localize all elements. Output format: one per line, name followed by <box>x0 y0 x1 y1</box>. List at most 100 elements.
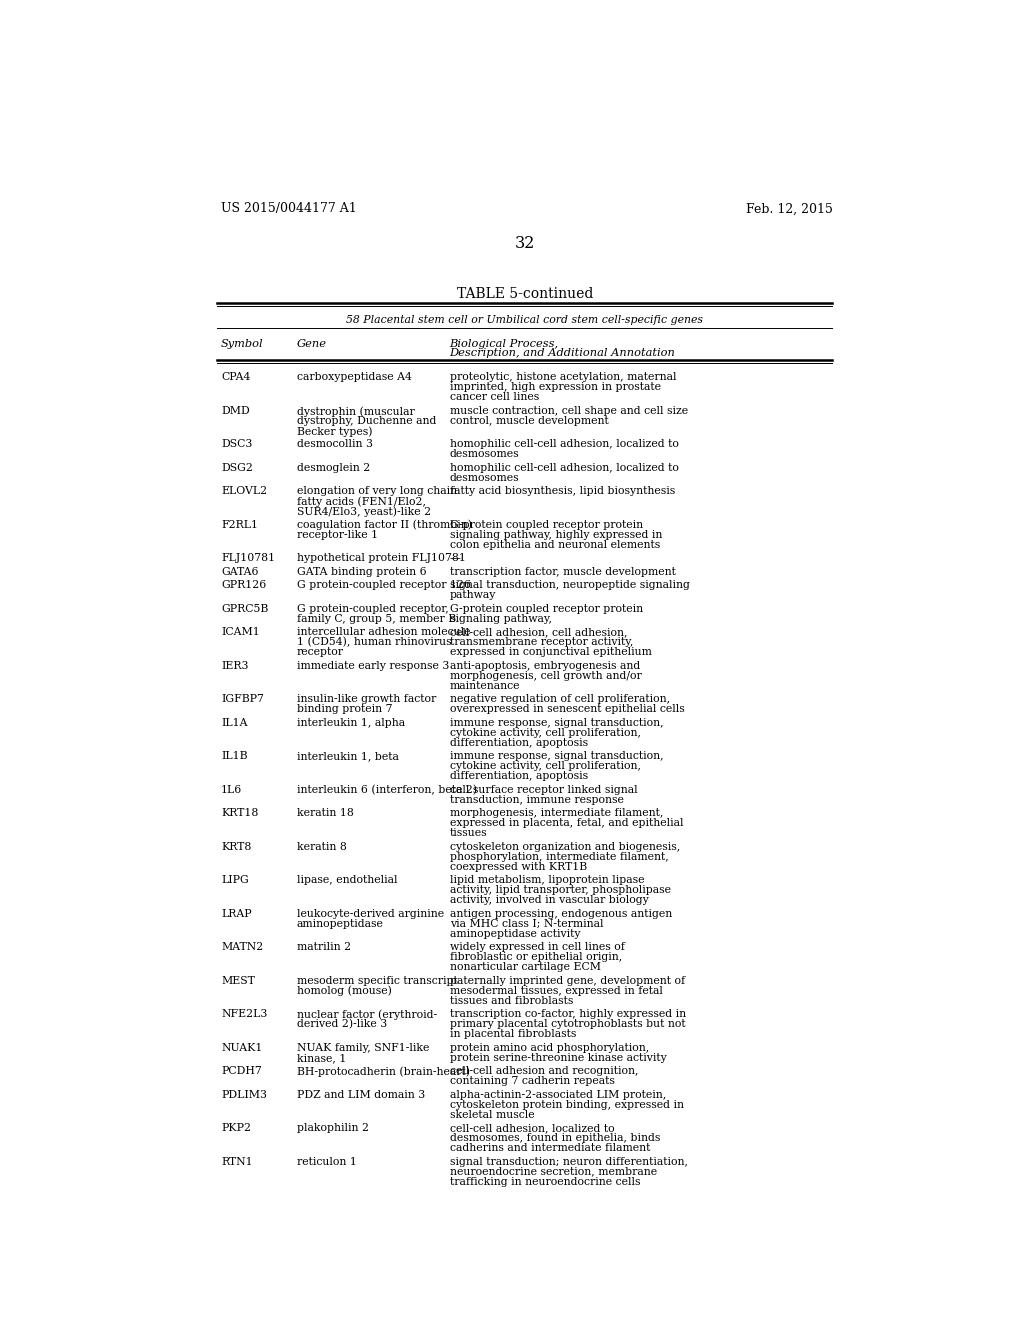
Text: desmosomes: desmosomes <box>450 473 519 483</box>
Text: PDLIM3: PDLIM3 <box>221 1090 267 1100</box>
Text: cytokine activity, cell proliferation,: cytokine activity, cell proliferation, <box>450 727 641 738</box>
Text: fatty acids (FEN1/Elo2,: fatty acids (FEN1/Elo2, <box>297 496 426 507</box>
Text: cadherins and intermediate filament: cadherins and intermediate filament <box>450 1143 650 1154</box>
Text: interleukin 1, beta: interleukin 1, beta <box>297 751 398 762</box>
Text: NUAK1: NUAK1 <box>221 1043 262 1053</box>
Text: keratin 18: keratin 18 <box>297 808 354 818</box>
Text: aminopeptidase: aminopeptidase <box>297 919 384 929</box>
Text: G-protein coupled receptor protein: G-protein coupled receptor protein <box>450 520 643 529</box>
Text: mesodermal tissues, expressed in fetal: mesodermal tissues, expressed in fetal <box>450 986 663 995</box>
Text: dystrophy, Duchenne and: dystrophy, Duchenne and <box>297 416 436 426</box>
Text: cell surface receptor linked signal: cell surface receptor linked signal <box>450 785 637 795</box>
Text: —: — <box>450 553 461 564</box>
Text: immune response, signal transduction,: immune response, signal transduction, <box>450 751 664 762</box>
Text: family C, group 5, member B: family C, group 5, member B <box>297 614 456 624</box>
Text: tissues and fibroblasts: tissues and fibroblasts <box>450 995 573 1006</box>
Text: fatty acid biosynthesis, lipid biosynthesis: fatty acid biosynthesis, lipid biosynthe… <box>450 487 675 496</box>
Text: immediate early response 3: immediate early response 3 <box>297 661 450 671</box>
Text: elongation of very long chain: elongation of very long chain <box>297 487 457 496</box>
Text: 32: 32 <box>515 235 535 252</box>
Text: plakophilin 2: plakophilin 2 <box>297 1123 369 1133</box>
Text: homophilic cell-cell adhesion, localized to: homophilic cell-cell adhesion, localized… <box>450 440 679 449</box>
Text: CPA4: CPA4 <box>221 372 251 383</box>
Text: LIPG: LIPG <box>221 875 249 886</box>
Text: homophilic cell-cell adhesion, localized to: homophilic cell-cell adhesion, localized… <box>450 463 679 473</box>
Text: KRT8: KRT8 <box>221 842 251 851</box>
Text: PCDH7: PCDH7 <box>221 1067 262 1076</box>
Text: ICAM1: ICAM1 <box>221 627 260 638</box>
Text: G protein-coupled receptor,: G protein-coupled receptor, <box>297 603 449 614</box>
Text: control, muscle development: control, muscle development <box>450 416 608 426</box>
Text: BH-protocadherin (brain-heart): BH-protocadherin (brain-heart) <box>297 1067 470 1077</box>
Text: lipid metabolism, lipoprotein lipase: lipid metabolism, lipoprotein lipase <box>450 875 644 886</box>
Text: SUR4/Elo3, yeast)-like 2: SUR4/Elo3, yeast)-like 2 <box>297 507 431 517</box>
Text: differentiation, apoptosis: differentiation, apoptosis <box>450 738 588 748</box>
Text: lipase, endothelial: lipase, endothelial <box>297 875 397 886</box>
Text: 58 Placental stem cell or Umbilical cord stem cell-specific genes: 58 Placental stem cell or Umbilical cord… <box>346 314 703 325</box>
Text: desmocollin 3: desmocollin 3 <box>297 440 373 449</box>
Text: maintenance: maintenance <box>450 681 520 690</box>
Text: phosphorylation, intermediate filament,: phosphorylation, intermediate filament, <box>450 851 669 862</box>
Text: signaling pathway,: signaling pathway, <box>450 614 552 624</box>
Text: paternally imprinted gene, development of: paternally imprinted gene, development o… <box>450 975 685 986</box>
Text: insulin-like growth factor: insulin-like growth factor <box>297 694 436 705</box>
Text: PKP2: PKP2 <box>221 1123 251 1133</box>
Text: protein serine-threonine kinase activity: protein serine-threonine kinase activity <box>450 1053 667 1063</box>
Text: negative regulation of cell proliferation,: negative regulation of cell proliferatio… <box>450 694 670 705</box>
Text: signaling pathway, highly expressed in: signaling pathway, highly expressed in <box>450 529 662 540</box>
Text: desmosomes, found in epithelia, binds: desmosomes, found in epithelia, binds <box>450 1133 660 1143</box>
Text: transduction, immune response: transduction, immune response <box>450 795 624 805</box>
Text: signal transduction; neuron differentiation,: signal transduction; neuron differentiat… <box>450 1156 688 1167</box>
Text: cancer cell lines: cancer cell lines <box>450 392 539 403</box>
Text: GATA6: GATA6 <box>221 566 258 577</box>
Text: receptor: receptor <box>297 647 344 657</box>
Text: DSG2: DSG2 <box>221 463 253 473</box>
Text: IL1A: IL1A <box>221 718 248 727</box>
Text: IER3: IER3 <box>221 661 249 671</box>
Text: Gene: Gene <box>297 339 327 348</box>
Text: DMD: DMD <box>221 407 250 416</box>
Text: MATN2: MATN2 <box>221 942 263 952</box>
Text: PDZ and LIM domain 3: PDZ and LIM domain 3 <box>297 1090 425 1100</box>
Text: TABLE 5-continued: TABLE 5-continued <box>457 286 593 301</box>
Text: LRAP: LRAP <box>221 908 252 919</box>
Text: F2RL1: F2RL1 <box>221 520 258 529</box>
Text: 1L6: 1L6 <box>221 785 243 795</box>
Text: morphogenesis, cell growth and/or: morphogenesis, cell growth and/or <box>450 671 641 681</box>
Text: hypothetical protein FLJ10781: hypothetical protein FLJ10781 <box>297 553 466 564</box>
Text: RTN1: RTN1 <box>221 1156 253 1167</box>
Text: activity, lipid transporter, phospholipase: activity, lipid transporter, phospholipa… <box>450 886 671 895</box>
Text: G protein-coupled receptor 126: G protein-coupled receptor 126 <box>297 581 471 590</box>
Text: DSC3: DSC3 <box>221 440 252 449</box>
Text: 1 (CD54), human rhinovirus: 1 (CD54), human rhinovirus <box>297 638 452 648</box>
Text: imprinted, high expression in prostate: imprinted, high expression in prostate <box>450 383 660 392</box>
Text: tissues: tissues <box>450 829 487 838</box>
Text: Feb. 12, 2015: Feb. 12, 2015 <box>745 202 833 215</box>
Text: cytoskeleton organization and biogenesis,: cytoskeleton organization and biogenesis… <box>450 842 680 851</box>
Text: widely expressed in cell lines of: widely expressed in cell lines of <box>450 942 625 952</box>
Text: coagulation factor II (thrombin): coagulation factor II (thrombin) <box>297 520 472 531</box>
Text: alpha-actinin-2-associated LIM protein,: alpha-actinin-2-associated LIM protein, <box>450 1090 666 1100</box>
Text: primary placental cytotrophoblasts but not: primary placental cytotrophoblasts but n… <box>450 1019 685 1030</box>
Text: colon epithelia and neuronal elements: colon epithelia and neuronal elements <box>450 540 659 550</box>
Text: coexpressed with KRT1B: coexpressed with KRT1B <box>450 862 587 871</box>
Text: cell-cell adhesion, cell adhesion,: cell-cell adhesion, cell adhesion, <box>450 627 627 638</box>
Text: IGFBP7: IGFBP7 <box>221 694 264 705</box>
Text: binding protein 7: binding protein 7 <box>297 705 392 714</box>
Text: mesoderm specific transcript: mesoderm specific transcript <box>297 975 458 986</box>
Text: derived 2)-like 3: derived 2)-like 3 <box>297 1019 387 1030</box>
Text: pathway: pathway <box>450 590 496 601</box>
Text: activity, involved in vascular biology: activity, involved in vascular biology <box>450 895 648 906</box>
Text: morphogenesis, intermediate filament,: morphogenesis, intermediate filament, <box>450 808 663 818</box>
Text: GATA binding protein 6: GATA binding protein 6 <box>297 566 427 577</box>
Text: cytoskeleton protein binding, expressed in: cytoskeleton protein binding, expressed … <box>450 1100 684 1110</box>
Text: protein amino acid phosphorylation,: protein amino acid phosphorylation, <box>450 1043 649 1053</box>
Text: reticulon 1: reticulon 1 <box>297 1156 356 1167</box>
Text: proteolytic, histone acetylation, maternal: proteolytic, histone acetylation, matern… <box>450 372 676 383</box>
Text: expressed in conjunctival epithelium: expressed in conjunctival epithelium <box>450 647 651 657</box>
Text: fibroblastic or epithelial origin,: fibroblastic or epithelial origin, <box>450 952 622 962</box>
Text: interleukin 1, alpha: interleukin 1, alpha <box>297 718 406 727</box>
Text: transcription factor, muscle development: transcription factor, muscle development <box>450 566 676 577</box>
Text: matrilin 2: matrilin 2 <box>297 942 351 952</box>
Text: receptor-like 1: receptor-like 1 <box>297 529 378 540</box>
